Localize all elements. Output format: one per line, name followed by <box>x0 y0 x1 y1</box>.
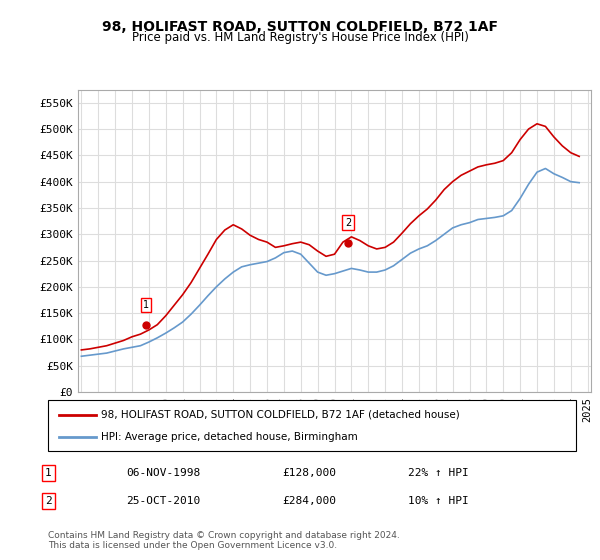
Text: 22% ↑ HPI: 22% ↑ HPI <box>408 468 469 478</box>
Text: 2: 2 <box>45 496 52 506</box>
Text: 98, HOLIFAST ROAD, SUTTON COLDFIELD, B72 1AF (detached house): 98, HOLIFAST ROAD, SUTTON COLDFIELD, B72… <box>101 409 460 419</box>
Text: HPI: Average price, detached house, Birmingham: HPI: Average price, detached house, Birm… <box>101 432 358 442</box>
Text: £128,000: £128,000 <box>282 468 336 478</box>
Text: 1: 1 <box>143 300 149 310</box>
Text: 1: 1 <box>45 468 52 478</box>
Text: 25-OCT-2010: 25-OCT-2010 <box>126 496 200 506</box>
Text: 2: 2 <box>345 218 351 228</box>
Text: 98, HOLIFAST ROAD, SUTTON COLDFIELD, B72 1AF: 98, HOLIFAST ROAD, SUTTON COLDFIELD, B72… <box>102 20 498 34</box>
Text: Contains HM Land Registry data © Crown copyright and database right 2024.
This d: Contains HM Land Registry data © Crown c… <box>48 530 400 550</box>
Text: Price paid vs. HM Land Registry's House Price Index (HPI): Price paid vs. HM Land Registry's House … <box>131 31 469 44</box>
FancyBboxPatch shape <box>48 400 576 451</box>
Text: 06-NOV-1998: 06-NOV-1998 <box>126 468 200 478</box>
Text: 10% ↑ HPI: 10% ↑ HPI <box>408 496 469 506</box>
Text: £284,000: £284,000 <box>282 496 336 506</box>
